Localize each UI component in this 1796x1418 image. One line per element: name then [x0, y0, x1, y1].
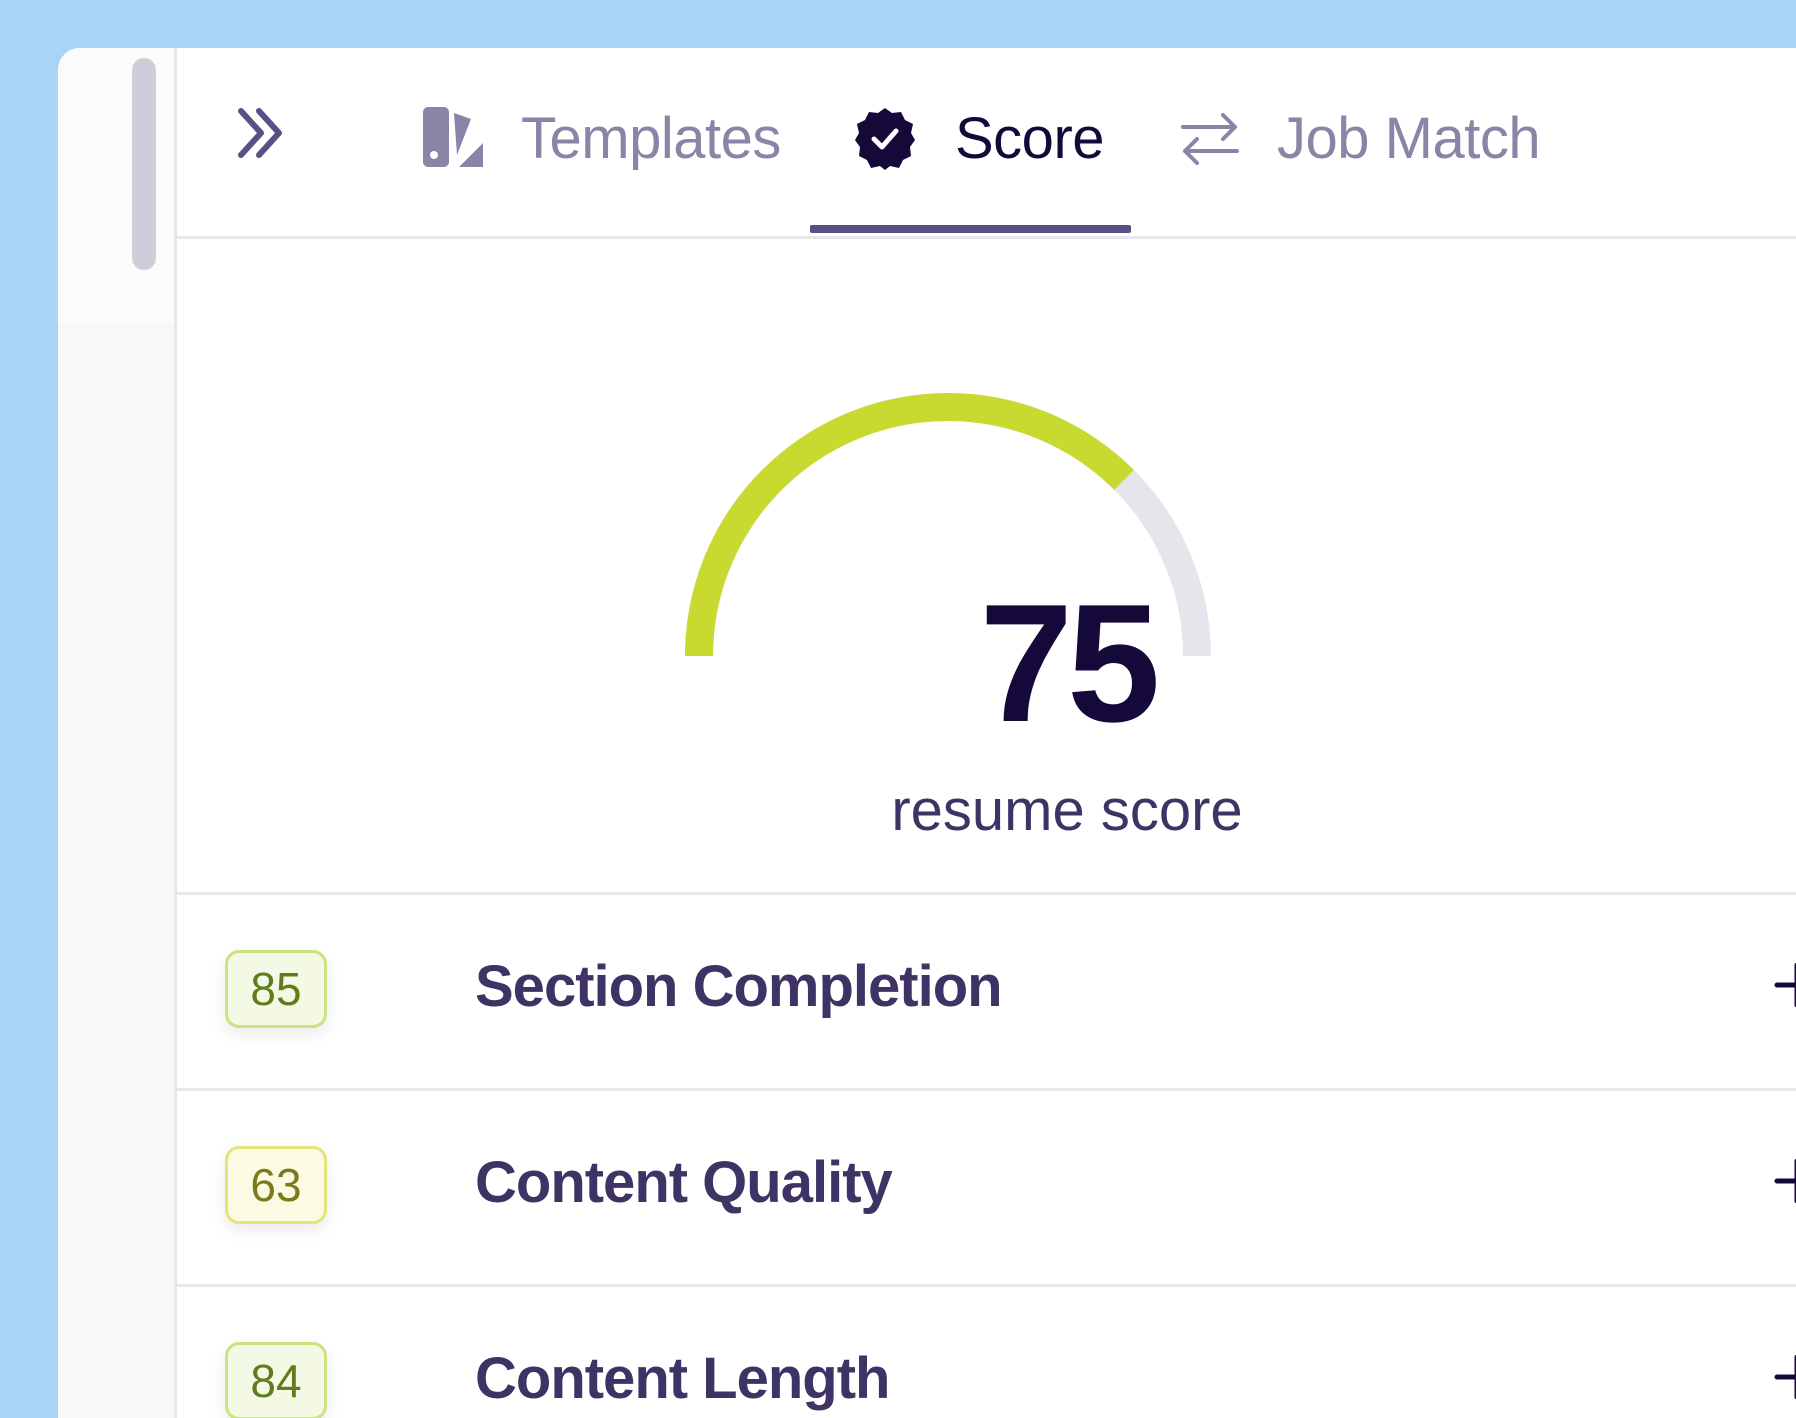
collapse-panel-button[interactable]: [233, 103, 293, 163]
score-gauge: 75 resume score: [177, 239, 1796, 939]
app-window: Templates Score Job Match 75 resum: [58, 48, 1796, 1418]
section-title: Content Quality: [475, 1150, 893, 1215]
score-label: resume score: [891, 778, 1243, 843]
tab-bar: Templates Score Job Match: [177, 48, 1796, 239]
score-badge: 63: [225, 1146, 327, 1224]
side-rail: [58, 48, 177, 1418]
score-badge: 85: [225, 950, 327, 1028]
score-sections: 85 Section Completion 63 Content Quality…: [177, 892, 1796, 1418]
tab-score-label: Score: [955, 105, 1105, 171]
section-title: Content Length: [475, 1346, 890, 1411]
tab-templates-label: Templates: [521, 105, 781, 171]
active-tab-indicator: [810, 225, 1131, 233]
section-row-content-quality[interactable]: 63 Content Quality: [177, 1088, 1796, 1284]
plus-icon[interactable]: [1773, 1157, 1796, 1205]
scrollbar-thumb[interactable]: [132, 58, 156, 270]
tab-job-match-label: Job Match: [1277, 105, 1541, 171]
gauge-fill: [685, 393, 1134, 657]
plus-icon[interactable]: [1773, 1353, 1796, 1401]
score-badge: 84: [225, 1342, 327, 1418]
gauge-arc: [685, 393, 1211, 657]
swap-arrows-icon: [1181, 113, 1239, 165]
tab-templates[interactable]: Templates: [421, 88, 781, 188]
section-row-content-length[interactable]: 84 Content Length: [177, 1284, 1796, 1418]
templates-icon: [423, 107, 483, 167]
tab-score[interactable]: Score: [853, 88, 1105, 188]
section-title: Section Completion: [475, 954, 1003, 1019]
rail-top-panel: [58, 48, 174, 323]
score-value: 75: [979, 569, 1161, 757]
plus-icon[interactable]: [1773, 961, 1796, 1009]
section-row-section-completion[interactable]: 85 Section Completion: [177, 892, 1796, 1088]
tab-job-match[interactable]: Job Match: [1177, 88, 1541, 188]
double-chevron-right-icon: [238, 108, 282, 158]
verified-badge-icon: [855, 108, 915, 170]
